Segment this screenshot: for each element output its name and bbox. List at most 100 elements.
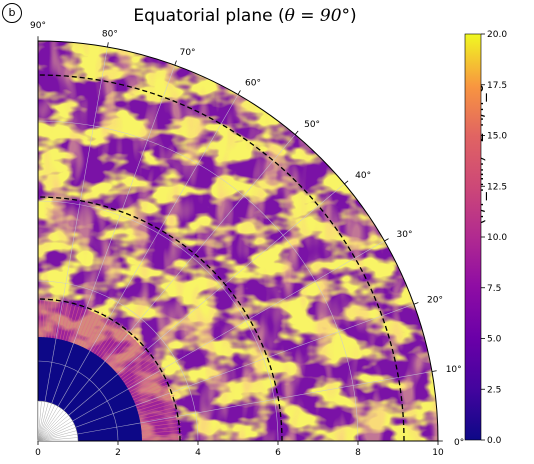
angle-tick-label: 70° (180, 48, 196, 58)
inner-spoke (37, 401, 46, 442)
grid-spoke (37, 134, 296, 442)
x-axis-ticks: 0 2 4 6 8 10 (35, 441, 444, 458)
core-streak (48, 297, 53, 338)
core-streak (140, 414, 180, 423)
angle-tick-label: 90° (30, 21, 46, 31)
grid-spoke (37, 303, 414, 442)
inner-spoke (37, 415, 69, 442)
grid-spoke (37, 47, 108, 442)
grid-arc (37, 280, 199, 442)
core-streak (96, 322, 121, 356)
angle-tick-mark (237, 90, 241, 95)
core-streak (141, 434, 182, 437)
angle-tick-mark (107, 42, 109, 48)
inner-spoke (37, 423, 75, 442)
chart-title: Equatorial plane (θ = 90°) (133, 6, 357, 26)
core-streak (51, 298, 57, 338)
angle-tick-mark (174, 60, 177, 66)
dashed-circle (37, 298, 181, 442)
angle-tick-label: 50° (304, 120, 320, 130)
core-streak (110, 337, 139, 367)
angle-axis-ticks: 0° 10° 20° 30° 40° 50° 60° 70° 80° 90° (30, 21, 464, 448)
grid-arc (37, 360, 119, 442)
polar-grid (37, 47, 432, 442)
inner-spoke (37, 433, 78, 442)
density-map (38, 41, 438, 441)
inner-boundary-spokes (37, 401, 78, 442)
colorbar-tick-label: 20.0 (487, 30, 507, 40)
core-streak (99, 324, 124, 358)
core-streak (140, 418, 181, 426)
core-streak (130, 376, 167, 395)
colorbar-tick-label: 2.5 (487, 385, 501, 395)
core-streak (56, 299, 65, 339)
core-streak (137, 398, 176, 411)
core-streak (70, 304, 85, 343)
inner-spoke (37, 403, 52, 442)
core-streak (138, 402, 177, 414)
grid-spoke (37, 371, 432, 442)
core-streak (119, 352, 152, 378)
core-streak (141, 422, 181, 428)
core-streak (108, 334, 136, 365)
x-tick-label: 6 (275, 448, 281, 458)
colorbar-tick-label: 0.0 (487, 436, 502, 446)
grid-spoke (37, 65, 176, 442)
core-streak (45, 297, 49, 338)
core-streak (94, 320, 117, 354)
inner-spoke (37, 401, 42, 442)
core-streak (53, 298, 61, 339)
colorbar-tick-label: 17.5 (487, 81, 507, 91)
inner-spoke (37, 437, 78, 442)
core-streak (126, 365, 162, 388)
angle-tick-mark (344, 180, 349, 185)
core-streak (42, 297, 45, 338)
core-streak (59, 300, 69, 340)
x-tick-label: 10 (432, 448, 444, 458)
colorbar-tick-label: 12.5 (487, 182, 507, 192)
core-streak (103, 329, 130, 361)
core-streak (114, 343, 145, 371)
dashed-circle (37, 74, 405, 442)
angle-tick-label: 20° (427, 295, 443, 305)
panel-label: b (2, 3, 22, 23)
colorbar (464, 33, 482, 441)
angle-tick-mark (384, 238, 389, 242)
angle-tick-label: 80° (102, 29, 118, 39)
core-streak (73, 305, 89, 344)
grid-spoke (37, 94, 239, 442)
grid-spoke (37, 240, 385, 442)
core-streak (76, 307, 92, 345)
angle-tick-mark (294, 130, 299, 135)
core-streak (125, 362, 159, 385)
angle-tick-mark (413, 302, 419, 305)
angle-tick-mark (431, 370, 437, 372)
inner-spoke (37, 412, 67, 442)
core-streak (121, 355, 155, 380)
inner-spoke (37, 417, 71, 442)
core-streak (136, 394, 175, 409)
grid-spoke (37, 183, 345, 442)
x-tick-label: 0 (35, 448, 41, 458)
core-streak (101, 327, 127, 360)
colorbar-tick-label: 7.5 (487, 284, 501, 294)
plot-frame (37, 40, 439, 442)
angle-tick-label: 30° (397, 230, 413, 240)
core-streak (79, 308, 96, 346)
core-streak (116, 346, 147, 373)
core-streak (84, 312, 103, 349)
core-streak (141, 430, 182, 434)
colorbar-ticks: 0.0 2.5 5.0 7.5 10.0 12.5 15.0 17.5 20.0 (481, 30, 507, 446)
grid-arc (37, 120, 359, 442)
x-tick-label: 4 (195, 448, 201, 458)
core-streak (132, 379, 169, 398)
colorbar-tick-label: 15.0 (487, 132, 507, 142)
core-streak (141, 438, 182, 440)
inner-spoke (37, 406, 59, 442)
core-streak (135, 390, 174, 406)
core-streak (123, 358, 157, 383)
inner-spoke (37, 420, 73, 442)
inner-spoke (37, 427, 76, 442)
core-streak (138, 406, 178, 417)
inner-spoke (37, 410, 64, 442)
